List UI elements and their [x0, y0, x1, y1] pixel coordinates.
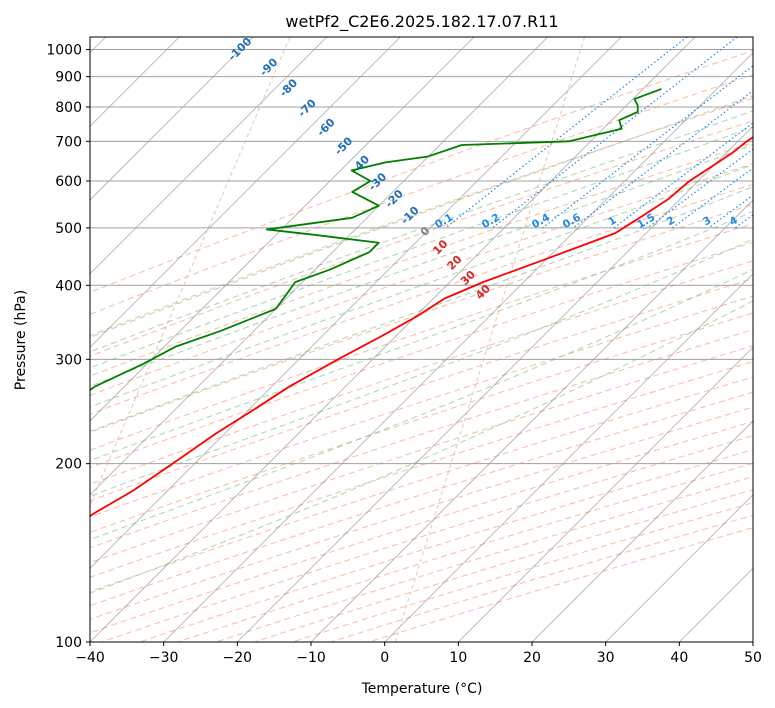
dry-adiabat-line	[90, 223, 753, 451]
axes: −40 −30 −20 −10 0 10 20 30 40 50 100 200 300 400 500 60…	[46, 43, 762, 666]
isotherm-line	[531, 420, 753, 642]
dry-adiabat-line	[90, 361, 753, 578]
y-tick-label: 1000	[46, 43, 82, 59]
y-tick-label: 500	[55, 221, 82, 237]
dewpoint-profile-line	[90, 88, 662, 392]
y-tick-label: 700	[55, 134, 82, 150]
y-tick-label: 100	[55, 635, 82, 651]
x-tick-label: 20	[523, 650, 541, 666]
dry-adiabat-line	[90, 391, 753, 607]
y-tick-label: 900	[55, 70, 82, 86]
x-tick-label: −30	[149, 650, 179, 666]
dry-adiabat-line	[90, 329, 753, 549]
isotherm-line	[310, 199, 753, 642]
isotherm-line	[90, 37, 254, 201]
isotherm-line	[237, 125, 753, 642]
y-tick-label: 600	[55, 174, 82, 190]
y-axis-label: Pressure (hPa)	[13, 290, 29, 390]
moist-adiabat-line	[90, 211, 753, 462]
isotherm-line	[90, 37, 327, 275]
x-tick-label: 40	[670, 650, 688, 666]
x-tick-label: −40	[75, 650, 105, 666]
dry-adiabat-line	[90, 74, 753, 315]
plot-frame	[89, 36, 754, 643]
dry-adiabat-line	[90, 142, 753, 377]
isotherm-line	[605, 494, 753, 642]
dry-adiabat-line	[90, 183, 753, 415]
mixing-ratio-line	[492, 37, 738, 229]
x-tick-label: 0	[380, 650, 389, 666]
isotherm-line	[458, 346, 753, 642]
chart-title: wetPf2_C2E6.2025.182.17.07.R11	[285, 12, 558, 32]
dry-adiabat-line	[90, 278, 753, 502]
y-tick-label: 300	[55, 352, 82, 368]
moist-adiabat-line	[90, 110, 753, 353]
isotherm-line	[163, 52, 753, 642]
reference-curve-line	[394, 37, 585, 642]
moist-adiabat-line	[90, 186, 753, 432]
isotherm-line	[90, 37, 401, 348]
mixing-ratio-line	[542, 65, 753, 229]
moist-adiabat-line	[90, 126, 753, 369]
dry-adiabat-line	[90, 163, 753, 396]
isotherm-line	[90, 37, 475, 422]
mixing-ratio-line	[572, 89, 753, 229]
reference-curve-line	[90, 37, 291, 506]
x-tick-label: 50	[744, 650, 762, 666]
x-tick-label: −10	[296, 650, 326, 666]
isotherm-line	[90, 37, 696, 642]
mixing-ratio-line	[672, 167, 753, 229]
dry-adiabat-line	[90, 97, 753, 337]
y-tick-label: 400	[55, 278, 82, 294]
x-tick-label: 30	[597, 650, 615, 666]
isotherm-line	[384, 273, 753, 642]
plot-background	[90, 37, 753, 642]
x-tick-label: 10	[449, 650, 467, 666]
x-tick-label: −20	[223, 650, 253, 666]
x-axis-label: Temperature (°C)	[361, 681, 483, 697]
moist-adiabat-line	[90, 300, 753, 594]
isotherm-line	[90, 37, 622, 569]
isotherm-line	[90, 37, 548, 496]
dry-adiabat-line	[90, 50, 753, 293]
y-tick-label: 800	[55, 100, 82, 116]
y-tick-label: 200	[55, 457, 82, 473]
temperature-profile-line	[90, 136, 753, 518]
dry-adiabat-line	[90, 312, 753, 533]
